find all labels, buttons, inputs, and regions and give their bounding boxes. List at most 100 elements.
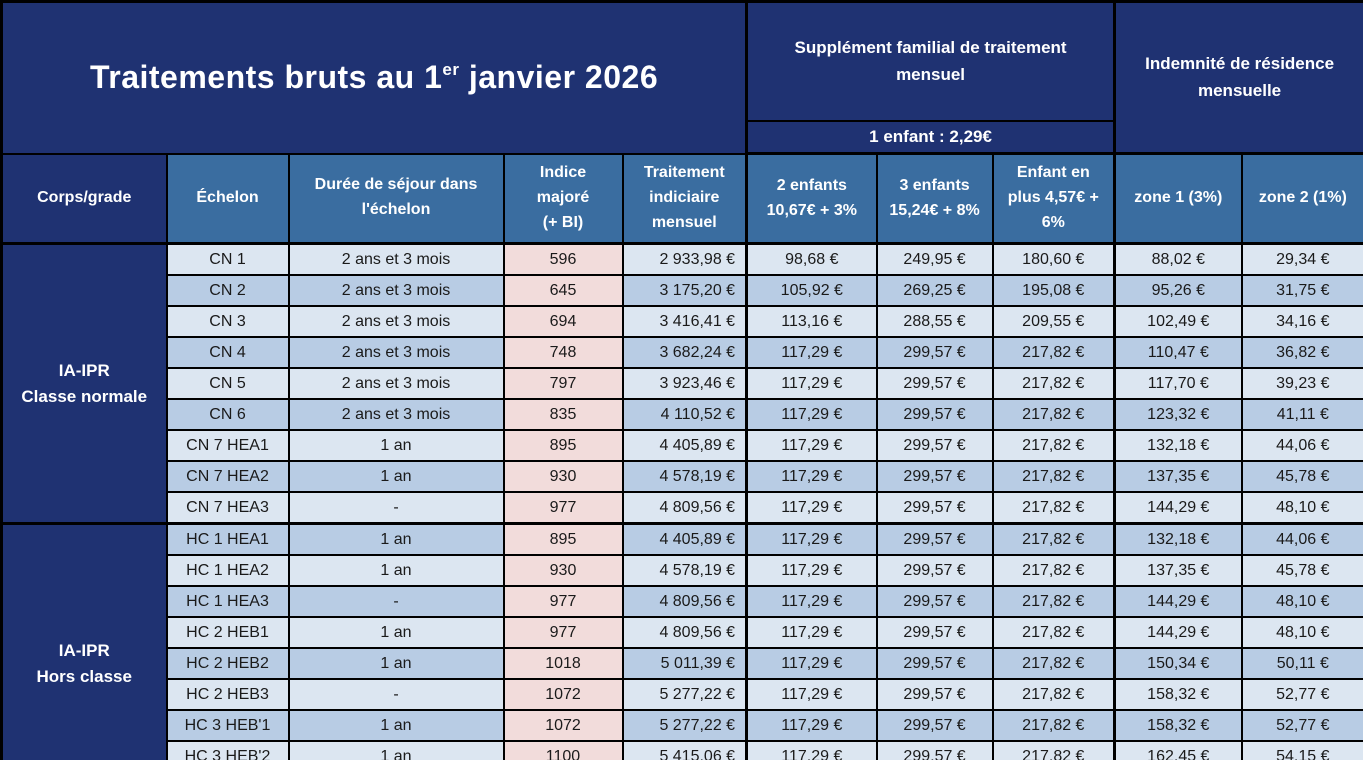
cell-zone2: 44,06 € [1240,429,1363,462]
cell-traitement-indiciaire: 4 809,56 € [621,491,748,525]
cell-duree-sejour: 1 an [287,554,505,587]
cell-zone2: 31,75 € [1240,274,1363,307]
table-body: IA-IPR Classe normale CN 1 2 ans et 3 moi… [0,242,1363,760]
cell-sft-3-enfants: 299,57 € [875,740,994,760]
cell-sft-3-enfants: 288,55 € [875,305,994,338]
cell-sft-3-enfants: 299,57 € [875,554,994,587]
cell-duree-sejour: 2 ans et 3 mois [287,367,505,400]
cell-zone1: 117,70 € [1113,367,1243,400]
one-child-band-row: 1 enfant : 2,29€ [2,120,1363,155]
table-row: HC 2 HEB1 1 an 977 4 809,56 € 117,29 € 2… [2,616,1363,649]
cell-sft-2-enfants: 117,29 € [745,678,878,711]
table-row: CN 7 HEA3 - 977 4 809,56 € 117,29 € 299,… [2,491,1363,525]
table-row: HC 3 HEB'2 1 an 1100 5 415,06 € 117,29 €… [2,740,1363,760]
cell-indice-majore: 835 [502,398,624,431]
supplement-familial-header: Supplément familial de traitement mensue… [745,0,1116,122]
cell-duree-sejour: - [287,678,505,711]
cell-sft-enfant-en-plus: 217,82 € [991,367,1116,400]
cell-sft-enfant-en-plus: 217,82 € [991,554,1116,587]
cell-sft-enfant-en-plus: 195,08 € [991,274,1116,307]
cell-zone2: 29,34 € [1240,242,1363,276]
cell-zone2: 54,15 € [1240,740,1363,760]
cell-duree-sejour: 1 an [287,709,505,742]
title-superscript: er [442,60,460,80]
cell-echelon: HC 1 HEA3 [165,585,290,618]
cell-zone2: 52,77 € [1240,678,1363,711]
cell-duree-sejour: 1 an [287,647,505,680]
cell-echelon: CN 3 [165,305,290,338]
cell-sft-3-enfants: 299,57 € [875,491,994,525]
cell-indice-majore: 977 [502,616,624,649]
cell-traitement-indiciaire: 4 405,89 € [621,429,748,462]
cell-sft-3-enfants: 249,95 € [875,242,994,276]
cell-sft-enfant-en-plus: 217,82 € [991,491,1116,525]
cell-sft-2-enfants: 105,92 € [745,274,878,307]
cell-zone2: 48,10 € [1240,491,1363,525]
column-header-zone1: zone 1 (3%) [1113,152,1243,245]
cell-duree-sejour: 1 an [287,740,505,760]
cell-traitement-indiciaire: 3 682,24 € [621,336,748,369]
cell-sft-3-enfants: 299,57 € [875,585,994,618]
cell-sft-3-enfants: 299,57 € [875,678,994,711]
top-band-row: Traitements bruts au 1er janvier 2026 Su… [0,0,1363,155]
cell-sft-2-enfants: 98,68 € [745,242,878,276]
cell-zone2: 48,10 € [1240,585,1363,618]
cell-zone2: 36,82 € [1240,336,1363,369]
one-child-rate-label: 1 enfant : 2,29€ [745,120,1116,155]
cell-sft-2-enfants: 117,29 € [745,585,878,618]
cell-echelon: CN 5 [165,367,290,400]
cell-zone1: 137,35 € [1113,554,1243,587]
cell-echelon: CN 7 HEA3 [165,491,290,525]
cell-zone1: 132,18 € [1113,522,1243,556]
cell-traitement-indiciaire: 4 110,52 € [621,398,748,431]
cell-traitement-indiciaire: 4 809,56 € [621,585,748,618]
cell-indice-majore: 645 [502,274,624,307]
cell-sft-enfant-en-plus: 217,82 € [991,616,1116,649]
cell-indice-majore: 1072 [502,678,624,711]
cell-traitement-indiciaire: 5 277,22 € [621,678,748,711]
cell-zone1: 88,02 € [1113,242,1243,276]
cell-indice-majore: 930 [502,554,624,587]
table-row: HC 1 HEA2 1 an 930 4 578,19 € 117,29 € 2… [2,554,1363,587]
title-text: Traitements bruts au 1 [89,59,443,96]
cell-zone1: 144,29 € [1113,491,1243,525]
cell-sft-2-enfants: 117,29 € [745,616,878,649]
cell-sft-2-enfants: 117,29 € [745,554,878,587]
table-row: CN 7 HEA1 1 an 895 4 405,89 € 117,29 € 2… [2,429,1363,462]
cell-zone2: 44,06 € [1240,522,1363,556]
table-row: IA-IPR Hors classe HC 1 HEA1 1 an 895 4 4… [0,522,1363,760]
cell-traitement-indiciaire: 2 933,98 € [621,242,748,276]
cell-echelon: CN 7 HEA2 [165,460,290,493]
page-title: Traitements bruts au 1er janvier 2026 [0,0,748,155]
cell-indice-majore: 977 [502,491,624,525]
cell-echelon: CN 4 [165,336,290,369]
cell-sft-3-enfants: 299,57 € [875,429,994,462]
cell-sft-2-enfants: 117,29 € [745,647,878,680]
cell-indice-majore: 1100 [502,740,624,760]
cell-zone1: 137,35 € [1113,460,1243,493]
column-header-indice-majore: Indice majoré (+ BI) [502,152,624,245]
table-row: IA-IPR Classe normale CN 1 2 ans et 3 moi… [0,242,1363,525]
cell-echelon: HC 2 HEB2 [165,647,290,680]
cell-sft-enfant-en-plus: 217,82 € [991,398,1116,431]
cell-indice-majore: 977 [502,585,624,618]
cell-sft-enfant-en-plus: 217,82 € [991,647,1116,680]
cell-sft-3-enfants: 299,57 € [875,460,994,493]
cell-indice-majore: 1072 [502,709,624,742]
cell-indice-majore: 895 [502,522,624,556]
cell-traitement-indiciaire: 4 405,89 € [621,522,748,556]
cell-duree-sejour: 2 ans et 3 mois [287,336,505,369]
table-row: CN 3 2 ans et 3 mois 694 3 416,41 € 113,… [2,305,1363,338]
cell-duree-sejour: 2 ans et 3 mois [287,305,505,338]
cell-sft-enfant-en-plus: 209,55 € [991,305,1116,338]
cell-echelon: HC 1 HEA1 [165,522,290,556]
cell-zone1: 162,45 € [1113,740,1243,760]
cell-indice-majore: 797 [502,367,624,400]
cell-indice-majore: 895 [502,429,624,462]
table-row: HC 2 HEB3 - 1072 5 277,22 € 117,29 € 299… [2,678,1363,711]
cell-sft-3-enfants: 299,57 € [875,647,994,680]
table-row: CN 5 2 ans et 3 mois 797 3 923,46 € 117,… [2,367,1363,400]
group-label: IA-IPR Hors classe [0,522,168,760]
cell-zone1: 144,29 € [1113,585,1243,618]
